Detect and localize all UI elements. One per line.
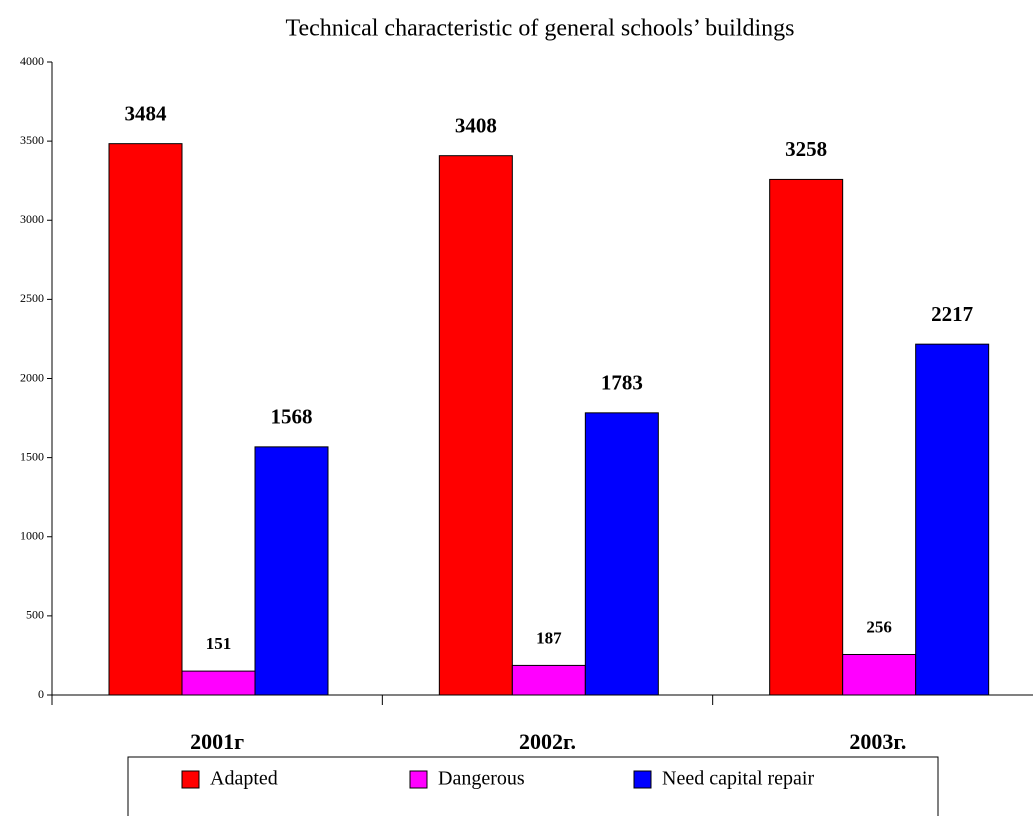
bar [254, 446, 329, 696]
data-label: 1568 [271, 405, 313, 429]
data-label: 3408 [455, 113, 497, 137]
y-tick-label: 1500 [20, 449, 44, 463]
legend-label: Adapted [210, 768, 278, 790]
y-tick-label: 3000 [20, 212, 44, 226]
legend-swatch [633, 770, 652, 789]
x-tick-label: 2003г. [849, 729, 906, 754]
y-tick-label: 3500 [20, 133, 44, 147]
bar [769, 178, 844, 696]
legend-box [127, 756, 939, 816]
legend-swatch [181, 770, 200, 789]
data-label: 187 [536, 628, 562, 647]
data-label: 3258 [785, 137, 827, 161]
y-tick-label: 2000 [20, 370, 44, 384]
data-label: 3484 [125, 101, 168, 125]
bar [584, 412, 659, 696]
chart-title: Technical characteristic of general scho… [285, 16, 794, 42]
x-tick-label: 2002г. [519, 729, 576, 754]
data-label: 151 [206, 634, 232, 653]
bar [181, 670, 256, 696]
y-tick-label: 2500 [20, 291, 44, 305]
data-label: 256 [866, 617, 892, 636]
legend-label: Need capital repair [662, 768, 814, 790]
bar [511, 664, 586, 696]
x-tick-label: 2001г [190, 729, 244, 754]
y-tick-label: 1000 [20, 529, 44, 543]
data-label: 1783 [601, 371, 643, 395]
bar [915, 343, 990, 696]
y-tick-label: 0 [38, 687, 44, 701]
bar [842, 653, 917, 696]
y-tick-label: 4000 [20, 54, 44, 68]
bar [438, 155, 513, 696]
legend-label: Dangerous [438, 768, 525, 790]
y-tick-label: 500 [26, 608, 44, 622]
bar [108, 143, 183, 696]
legend-swatch [409, 770, 428, 789]
data-label: 2217 [931, 302, 973, 326]
